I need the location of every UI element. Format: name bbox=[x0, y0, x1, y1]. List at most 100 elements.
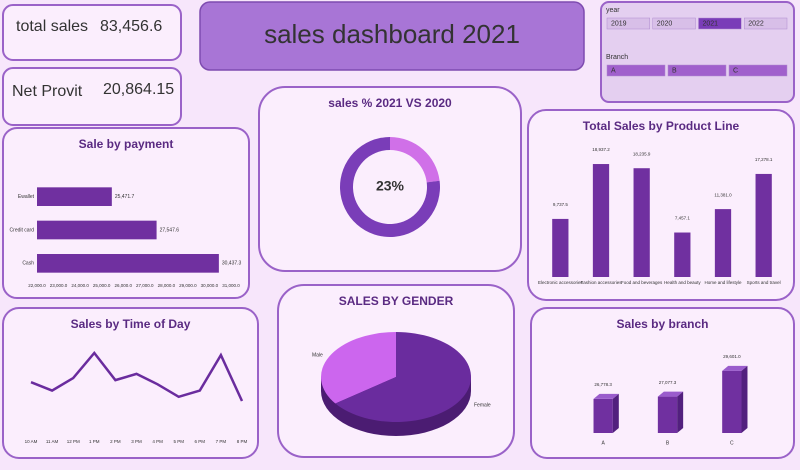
kpi-label: total sales bbox=[16, 18, 88, 35]
x-tick-label: 1 PM bbox=[89, 439, 100, 444]
x-tick-label: 28,000.0 bbox=[158, 283, 176, 288]
slicer-item[interactable]: A bbox=[611, 67, 616, 74]
data-label: 7,457.1 bbox=[675, 216, 691, 221]
bar-side bbox=[612, 393, 619, 433]
x-tick-label: Food and beverages bbox=[621, 280, 663, 285]
bar bbox=[552, 218, 569, 277]
x-tick-label: 12 PM bbox=[67, 439, 80, 444]
chart-panel bbox=[258, 86, 522, 272]
x-tick-label: 31,000.0 bbox=[222, 283, 240, 288]
bar bbox=[593, 398, 613, 433]
x-tick-label: 8 PM bbox=[237, 439, 248, 444]
slicer-item[interactable]: 2022 bbox=[748, 20, 764, 27]
y-tick-label: Ewallet bbox=[18, 194, 35, 200]
chart-title: Sale by payment bbox=[79, 137, 174, 151]
data-label: 18,235.9 bbox=[633, 151, 651, 156]
x-tick-label: 2 PM bbox=[110, 439, 121, 444]
data-label: 27,077.3 bbox=[659, 380, 677, 385]
title-banner bbox=[199, 1, 585, 71]
x-tick-label: 30,000.0 bbox=[201, 283, 219, 288]
x-tick-label: 27,000.0 bbox=[136, 283, 154, 288]
slice-label: Female bbox=[474, 402, 491, 408]
data-label: 11,381.0 bbox=[714, 192, 732, 197]
bar-side bbox=[741, 365, 748, 433]
kpi-label: Net Provit bbox=[12, 83, 83, 100]
slice-label: Male bbox=[312, 352, 323, 358]
y-tick-label: Credit card bbox=[10, 227, 35, 233]
x-tick-label: Sports and travel bbox=[747, 280, 781, 285]
slicer-title: year bbox=[606, 7, 620, 14]
bar-top bbox=[657, 391, 684, 397]
chart-title: Sales by Time of Day bbox=[71, 317, 191, 331]
bar bbox=[722, 370, 742, 433]
x-tick-label: 23,000.0 bbox=[50, 283, 68, 288]
bar bbox=[37, 187, 112, 206]
data-label: 29,601.0 bbox=[723, 354, 741, 359]
bar bbox=[37, 254, 219, 273]
slicer-item[interactable]: 2019 bbox=[611, 20, 627, 27]
y-tick-label: Cash bbox=[22, 261, 34, 267]
x-tick-label: Health and beauty bbox=[664, 280, 701, 285]
x-tick-label: 26,000.0 bbox=[114, 283, 132, 288]
slicer-button[interactable] bbox=[698, 17, 742, 30]
chart-panel bbox=[2, 307, 259, 459]
data-label: 25,471.7 bbox=[115, 194, 135, 200]
bar bbox=[755, 173, 772, 277]
x-tick-label: 6 PM bbox=[195, 439, 206, 444]
slicer-item[interactable]: B bbox=[672, 67, 677, 74]
slicer-title: Branch bbox=[606, 54, 628, 61]
dashboard-title: sales dashboard 2021 bbox=[264, 19, 520, 49]
slicer-item[interactable]: 2021 bbox=[703, 20, 719, 27]
bar bbox=[714, 209, 732, 277]
x-tick-label: 7 PM bbox=[216, 439, 227, 444]
x-tick-label: 29,000.0 bbox=[179, 283, 197, 288]
bar bbox=[674, 232, 691, 277]
chart-title: Total Sales by Product Line bbox=[583, 119, 740, 133]
x-tick-label: A bbox=[601, 440, 605, 446]
data-label: 18,937.2 bbox=[592, 147, 610, 152]
x-tick-label: Fashion accessories bbox=[580, 280, 622, 285]
kpi-card bbox=[2, 4, 182, 61]
data-label: 30,437.3 bbox=[222, 261, 242, 267]
bar bbox=[657, 396, 678, 433]
bar-side bbox=[677, 391, 684, 433]
x-tick-label: B bbox=[666, 440, 670, 446]
x-tick-label: 10 AM bbox=[25, 439, 38, 444]
x-tick-label: Electronic accessories bbox=[538, 280, 584, 285]
chart-title: Sales by branch bbox=[616, 317, 708, 331]
kpi-value: 83,456.6 bbox=[100, 18, 162, 35]
chart-title: sales % 2021 VS 2020 bbox=[328, 96, 452, 110]
slicer-button[interactable] bbox=[652, 17, 696, 30]
pie-slice bbox=[335, 332, 471, 422]
slicer-panel bbox=[600, 1, 795, 103]
x-tick-label: 5 PM bbox=[173, 439, 184, 444]
data-label: 27,547.6 bbox=[160, 227, 180, 233]
line bbox=[30, 351, 244, 402]
slicer-button[interactable] bbox=[728, 64, 788, 77]
slicer-item[interactable]: C bbox=[733, 67, 738, 74]
x-tick-label: C bbox=[730, 440, 734, 446]
bar bbox=[37, 220, 157, 240]
slicer-button[interactable] bbox=[667, 64, 727, 77]
kpi-value: 20,864.15 bbox=[103, 81, 174, 98]
bar-top bbox=[593, 393, 619, 399]
x-tick-label: 24,000.0 bbox=[71, 283, 89, 288]
x-tick-label: 22,000.0 bbox=[28, 283, 46, 288]
donut-slice bbox=[390, 137, 440, 183]
x-tick-label: 4 PM bbox=[152, 439, 163, 444]
chart-title: SALES BY GENDER bbox=[339, 294, 454, 308]
data-label: 17,278.1 bbox=[755, 157, 773, 162]
slicer-button[interactable] bbox=[606, 17, 650, 30]
bar bbox=[592, 164, 610, 277]
pie-slice bbox=[321, 332, 396, 404]
bar bbox=[633, 168, 650, 277]
x-tick-label: 11 AM bbox=[46, 439, 59, 444]
x-tick-label: 25,000.0 bbox=[93, 283, 111, 288]
data-label: 9,737.5 bbox=[553, 202, 569, 207]
kpi-card bbox=[2, 67, 182, 126]
slicer-item[interactable]: 2020 bbox=[657, 20, 673, 27]
slicer-button[interactable] bbox=[744, 17, 788, 30]
slicer-button[interactable] bbox=[606, 64, 666, 77]
center-label: 23% bbox=[376, 178, 405, 194]
x-tick-label: Home and lifestyle bbox=[704, 280, 742, 285]
